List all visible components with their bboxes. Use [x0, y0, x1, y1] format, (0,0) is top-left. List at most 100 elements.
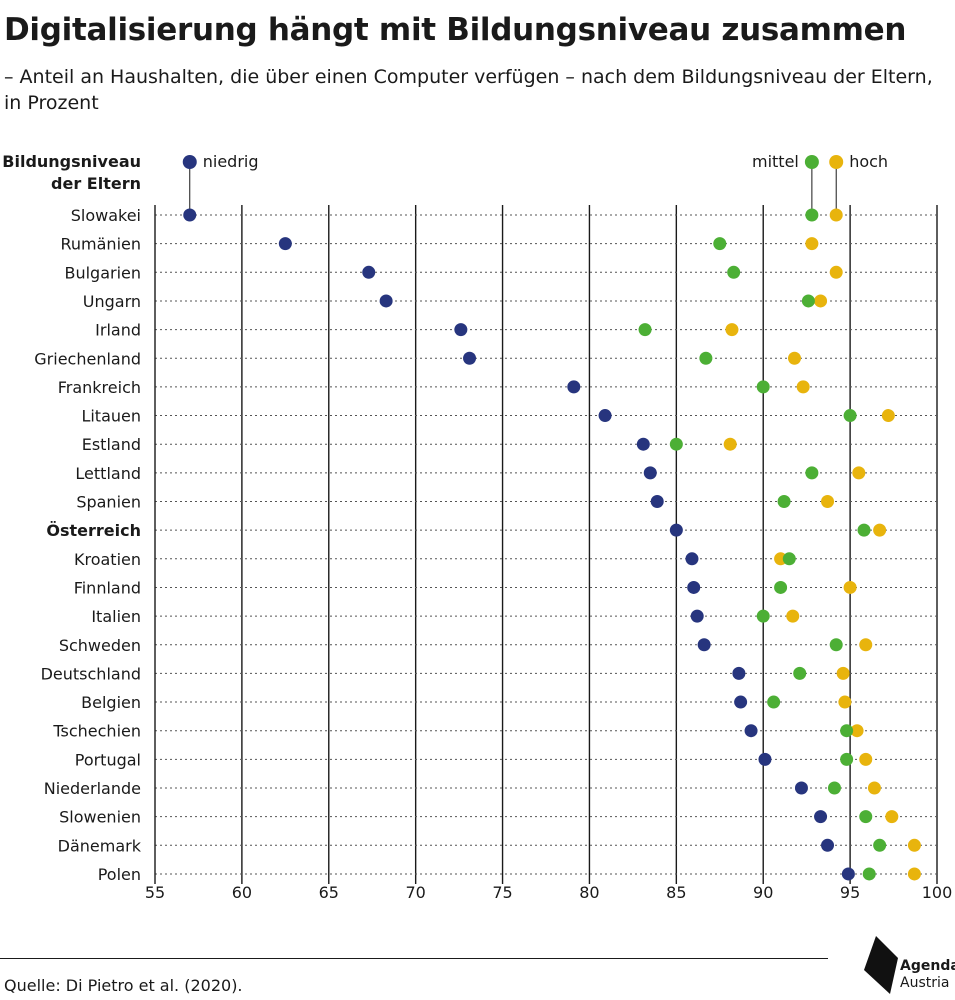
- data-point: [793, 666, 807, 680]
- data-point: [598, 409, 612, 423]
- data-point: [756, 609, 770, 623]
- category-label: Belgien: [81, 693, 141, 712]
- data-point: [699, 351, 713, 365]
- data-point: [805, 208, 819, 222]
- data-point: [836, 666, 850, 680]
- data-point: [885, 810, 899, 824]
- data-point: [669, 437, 683, 451]
- category-label: Österreich: [46, 521, 141, 540]
- data-point: [650, 495, 664, 508]
- data-point: [734, 695, 748, 709]
- data-point: [814, 810, 828, 824]
- logo-mark-icon: [864, 936, 898, 994]
- data-point: [805, 237, 819, 251]
- data-point: [669, 523, 683, 537]
- category-label: Irland: [95, 321, 141, 340]
- dot-plot-chart: Slowakei Rumänien Bulgarien Ungarn Irland Gri…: [2, 152, 952, 902]
- x-tick-label: 100: [922, 883, 953, 902]
- legend-marker: [182, 155, 197, 169]
- data-point: [638, 323, 652, 337]
- data-point: [794, 781, 808, 795]
- category-axis-label-line2: der Eltern: [51, 174, 141, 193]
- x-tick-label: 85: [666, 883, 686, 902]
- data-point: [850, 724, 864, 738]
- data-point: [636, 437, 650, 451]
- data-point: [857, 523, 871, 537]
- source-note: Quelle: Di Pietro et al. (2020).: [4, 976, 243, 995]
- data-point: [859, 638, 873, 652]
- x-axis: 55 60 65 70 75 80 85 90 95 100: [145, 205, 952, 902]
- category-label: Schweden: [59, 636, 141, 655]
- data-point: [821, 495, 835, 508]
- data-point: [801, 294, 815, 308]
- category-label: Dänemark: [58, 836, 142, 855]
- data-point: [862, 867, 876, 881]
- chart-subtitle: – Anteil an Haushalten, die über einen C…: [4, 66, 933, 114]
- data-point: [873, 523, 887, 537]
- x-tick-label: 95: [840, 883, 860, 902]
- data-point: [713, 237, 727, 251]
- category-label: Estland: [82, 435, 141, 454]
- data-point: [873, 838, 887, 852]
- x-tick-label: 70: [405, 883, 425, 902]
- data-point: [852, 466, 866, 480]
- data-point: [732, 666, 746, 680]
- category-label: Slowakei: [71, 206, 141, 225]
- category-label: Bulgarien: [64, 263, 141, 282]
- data-point: [827, 781, 841, 795]
- legend: niedrig mittel hoch: [182, 152, 888, 215]
- data-point: [859, 810, 873, 824]
- data-point: [841, 867, 855, 881]
- category-axis-label-line1: Bildungsniveau: [2, 152, 141, 171]
- chart-title: Digitalisierung hängt mit Bildungsniveau…: [4, 12, 907, 48]
- data-point: [814, 294, 828, 308]
- data-point: [454, 323, 468, 337]
- data-point: [782, 552, 796, 566]
- category-label: Kroatien: [74, 550, 141, 569]
- data-point: [697, 638, 711, 652]
- data-point: [829, 208, 843, 222]
- legend-label: niedrig: [203, 152, 259, 171]
- category-rows: Slowakei Rumänien Bulgarien Ungarn Irland Gri…: [34, 206, 937, 884]
- data-point: [881, 409, 895, 423]
- data-point: [907, 838, 921, 852]
- agenda-austria-logo: Agenda Austria: [862, 936, 955, 996]
- data-point: [727, 265, 741, 279]
- x-tick-label: 60: [232, 883, 252, 902]
- footer-divider: [0, 958, 828, 959]
- legend-marker: [829, 155, 844, 169]
- data-point: [829, 638, 843, 652]
- data-point: [687, 580, 701, 594]
- data-point: [362, 265, 376, 279]
- x-tick-label: 80: [579, 883, 599, 902]
- data-point: [463, 351, 477, 365]
- category-label: Rumänien: [61, 235, 142, 254]
- data-point: [379, 294, 393, 308]
- data-point: [744, 724, 758, 738]
- data-point: [840, 752, 854, 766]
- grid-layer: [241, 205, 938, 884]
- category-label: Italien: [91, 607, 141, 626]
- category-label: Ungarn: [83, 292, 141, 311]
- data-point: [859, 752, 873, 766]
- data-point: [725, 323, 739, 337]
- legend-label: mittel: [752, 152, 799, 171]
- category-label: Niederlande: [44, 779, 141, 798]
- data-points: [183, 208, 921, 881]
- category-label: Lettland: [75, 464, 141, 483]
- legend-label: hoch: [849, 152, 888, 171]
- data-point: [843, 409, 857, 423]
- category-label: Deutschland: [41, 664, 141, 683]
- data-point: [821, 838, 835, 852]
- data-point: [805, 466, 819, 480]
- data-point: [840, 724, 854, 738]
- data-point: [685, 552, 699, 566]
- x-tick-label: 75: [492, 883, 512, 902]
- data-point: [774, 580, 788, 594]
- logo-word-austria: Austria: [900, 975, 950, 991]
- data-point: [723, 437, 737, 451]
- data-point: [643, 466, 657, 480]
- category-label: Finnland: [74, 578, 141, 597]
- data-point: [843, 580, 857, 594]
- data-point: [777, 495, 791, 508]
